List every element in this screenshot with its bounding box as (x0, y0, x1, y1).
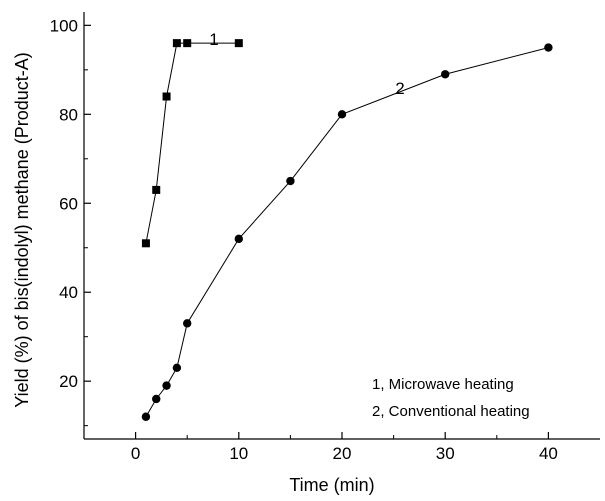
data-point-circle (286, 176, 295, 186)
x-tick-label: 10 (229, 444, 248, 463)
x-axis-title: Time (min) (289, 475, 374, 495)
series-tag-1: 1 (209, 30, 218, 49)
data-point-circle (234, 234, 243, 244)
data-point-circle (337, 110, 347, 119)
data-point-circle (441, 70, 450, 79)
axes: 0 10 20 30 40 20 40 60 80 100 (50, 12, 600, 463)
data-point-square (234, 39, 243, 48)
series-2 (141, 43, 553, 421)
series-1 (141, 39, 243, 248)
data-point-circle (183, 319, 192, 328)
y-axis-title: Yield (%) of bis(indolyl) methane (Produ… (12, 52, 32, 407)
data-point-circle (152, 394, 161, 404)
series-tag-2: 2 (395, 79, 404, 98)
y-tick-label: 20 (59, 372, 78, 391)
data-point-circle (162, 381, 171, 390)
legend-entry-microwave: 1, Microwave heating (372, 376, 514, 393)
data-point-circle (544, 43, 553, 52)
legend-entry-conventional: 2, Conventional heating (372, 403, 530, 420)
series-1-line (145, 42, 239, 244)
x-tick-label: 0 (131, 444, 140, 463)
y-tick-label: 60 (59, 194, 78, 213)
series-2-line (145, 47, 549, 418)
y-tick-label: 100 (50, 16, 78, 35)
series-layer (141, 39, 553, 421)
x-tick-label: 30 (436, 444, 455, 463)
x-tick-label: 20 (333, 444, 352, 463)
data-point-circle (141, 412, 151, 421)
data-point-square (162, 92, 171, 101)
y-tick-label: 40 (59, 283, 78, 302)
y-tick-label: 80 (59, 105, 78, 124)
x-tick-label: 40 (539, 444, 558, 463)
data-point-square (152, 185, 161, 194)
data-point-circle (172, 363, 182, 373)
data-point-square (141, 239, 150, 248)
data-point-square (183, 39, 192, 48)
data-point-square (172, 39, 181, 48)
